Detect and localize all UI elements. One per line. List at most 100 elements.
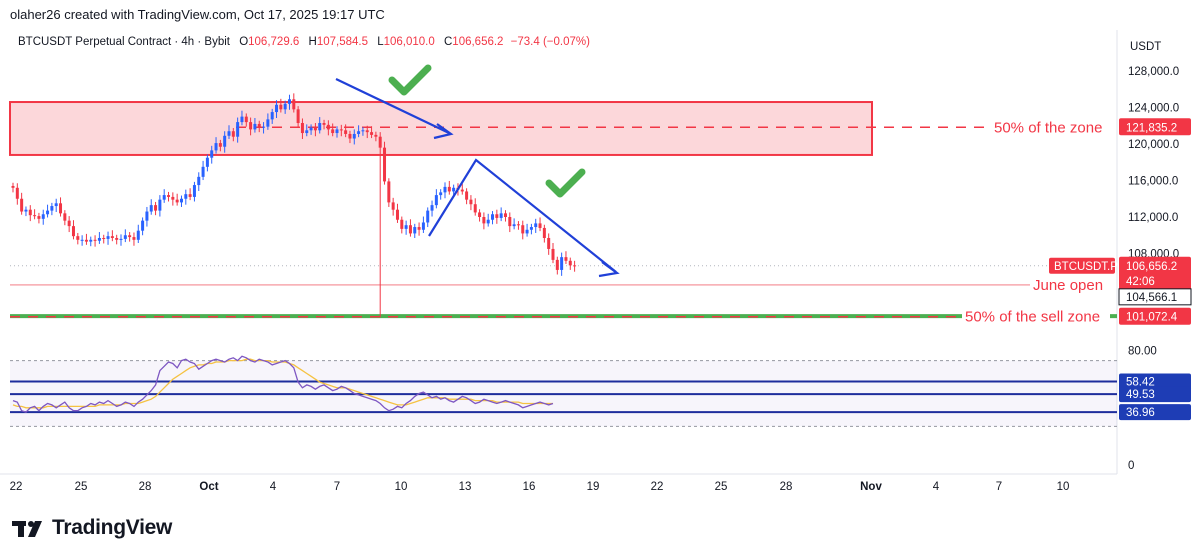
candle[interactable]	[417, 222, 421, 236]
candle[interactable]	[201, 160, 205, 181]
candle[interactable]	[378, 132, 382, 318]
candle[interactable]	[76, 232, 80, 245]
candle[interactable]	[171, 192, 175, 206]
candle[interactable]	[460, 183, 464, 195]
candle[interactable]	[80, 235, 84, 246]
candle[interactable]	[253, 117, 257, 133]
candle[interactable]	[512, 218, 516, 230]
candle[interactable]	[15, 183, 19, 205]
tradingview-logo[interactable]: TradingView	[12, 516, 172, 540]
candle[interactable]	[542, 224, 546, 243]
candle[interactable]	[283, 100, 287, 114]
candle[interactable]	[473, 198, 477, 216]
candle[interactable]	[37, 212, 41, 224]
candle[interactable]	[262, 122, 266, 134]
candle[interactable]	[141, 217, 145, 236]
candle[interactable]	[106, 231, 110, 245]
candle[interactable]	[132, 232, 136, 246]
candle[interactable]	[357, 125, 361, 138]
candle[interactable]	[387, 178, 391, 207]
candle[interactable]	[395, 203, 399, 223]
candle[interactable]	[352, 129, 356, 145]
candle[interactable]	[383, 141, 387, 185]
candle[interactable]	[184, 189, 188, 205]
candle[interactable]	[361, 127, 365, 136]
candle[interactable]	[266, 113, 270, 130]
candle[interactable]	[227, 125, 231, 139]
candle[interactable]	[344, 124, 348, 138]
candle[interactable]	[110, 230, 114, 242]
candle[interactable]	[370, 126, 374, 139]
candle[interactable]	[331, 123, 335, 137]
candles[interactable]	[11, 93, 577, 318]
candle[interactable]	[218, 139, 222, 152]
candle[interactable]	[296, 106, 300, 128]
candle[interactable]	[365, 125, 369, 139]
candle[interactable]	[348, 130, 352, 144]
candle[interactable]	[231, 128, 235, 142]
legend-symbol[interactable]: BTCUSDT Perpetual Contract · 4h · Bybit	[18, 36, 230, 48]
candle[interactable]	[93, 235, 97, 247]
candle[interactable]	[465, 188, 469, 205]
candle[interactable]	[167, 191, 171, 202]
candle[interactable]	[33, 209, 37, 220]
candle[interactable]	[560, 252, 564, 276]
candle[interactable]	[469, 195, 473, 211]
candle[interactable]	[149, 199, 153, 215]
candle[interactable]	[551, 243, 555, 264]
candle[interactable]	[244, 113, 248, 127]
candle[interactable]	[205, 154, 209, 172]
candle[interactable]	[478, 209, 482, 222]
candle[interactable]	[97, 232, 101, 244]
candle[interactable]	[568, 257, 572, 270]
candle[interactable]	[287, 94, 291, 110]
candle[interactable]	[521, 220, 525, 240]
candle[interactable]	[573, 260, 577, 272]
candle[interactable]	[499, 207, 503, 222]
candle[interactable]	[11, 182, 15, 193]
candle[interactable]	[391, 197, 395, 216]
candle[interactable]	[24, 206, 28, 217]
candle[interactable]	[564, 251, 568, 264]
candle[interactable]	[158, 195, 162, 217]
candle[interactable]	[115, 234, 119, 245]
candle[interactable]	[71, 220, 75, 240]
candle[interactable]	[123, 229, 127, 243]
candle[interactable]	[89, 236, 93, 247]
candle[interactable]	[529, 223, 533, 235]
candle[interactable]	[439, 189, 443, 200]
candle[interactable]	[335, 126, 339, 138]
candle[interactable]	[292, 93, 296, 113]
candle[interactable]	[413, 223, 417, 238]
candle[interactable]	[374, 131, 378, 142]
candle[interactable]	[279, 98, 283, 113]
candle[interactable]	[67, 216, 71, 233]
time-axis[interactable]: 22 25 28 Oct 4 7 10 13 16 19 22 25 28 Nov 4 7 10	[10, 481, 1070, 493]
candle[interactable]	[223, 131, 227, 153]
candle[interactable]	[486, 213, 490, 227]
candle[interactable]	[179, 195, 183, 207]
candle[interactable]	[495, 209, 499, 224]
candle[interactable]	[63, 210, 67, 226]
candle[interactable]	[408, 219, 412, 237]
candle[interactable]	[434, 189, 438, 209]
candle[interactable]	[162, 189, 166, 203]
candle[interactable]	[84, 233, 88, 245]
candle[interactable]	[339, 124, 343, 137]
candle[interactable]	[270, 108, 274, 124]
candle[interactable]	[322, 119, 326, 130]
candle[interactable]	[534, 218, 538, 233]
candle[interactable]	[443, 182, 447, 199]
candle[interactable]	[516, 221, 520, 230]
candle[interactable]	[136, 224, 140, 244]
candle[interactable]	[547, 233, 551, 255]
candle[interactable]	[491, 211, 495, 225]
candle[interactable]	[421, 216, 425, 233]
candle[interactable]	[20, 192, 24, 215]
candle[interactable]	[538, 217, 542, 232]
candle[interactable]	[28, 205, 32, 222]
candle[interactable]	[503, 210, 507, 222]
candle[interactable]	[102, 234, 106, 244]
candle[interactable]	[313, 123, 317, 137]
